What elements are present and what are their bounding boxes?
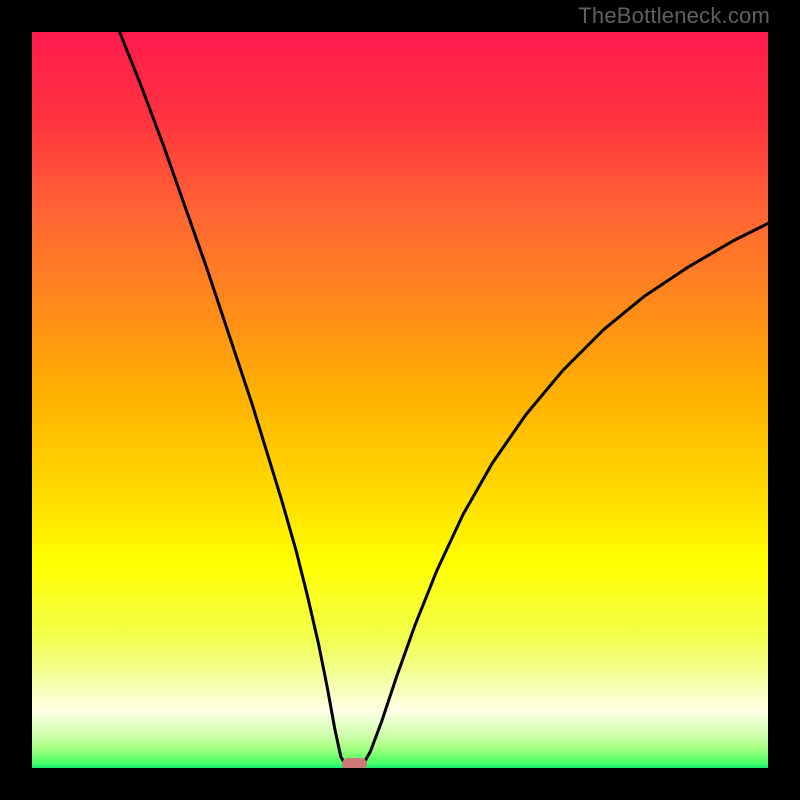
plot-border [30,30,770,770]
watermark-text: TheBottleneck.com [578,3,770,29]
